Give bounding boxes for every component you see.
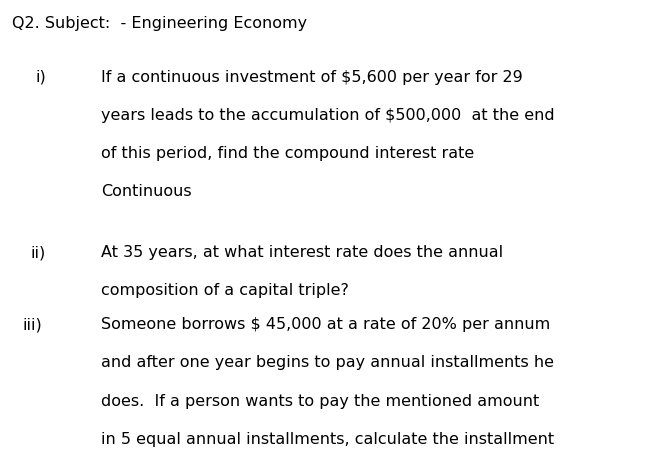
- Text: in 5 equal annual installments, calculate the installment: in 5 equal annual installments, calculat…: [101, 432, 554, 447]
- Text: iii): iii): [23, 317, 42, 332]
- Text: composition of a capital triple?: composition of a capital triple?: [101, 284, 349, 298]
- Text: does.  If a person wants to pay the mentioned amount: does. If a person wants to pay the menti…: [101, 394, 539, 409]
- Text: Q2. Subject:  - Engineering Economy: Q2. Subject: - Engineering Economy: [12, 16, 307, 31]
- Text: ii): ii): [31, 245, 46, 260]
- Text: and after one year begins to pay annual installments he: and after one year begins to pay annual …: [101, 356, 554, 370]
- Text: i): i): [36, 70, 47, 85]
- Text: of this period, find the compound interest rate: of this period, find the compound intere…: [101, 146, 474, 161]
- Text: At 35 years, at what interest rate does the annual: At 35 years, at what interest rate does …: [101, 245, 503, 260]
- Text: Someone borrows $ 45,000 at a rate of 20% per annum: Someone borrows $ 45,000 at a rate of 20…: [101, 317, 550, 332]
- Text: years leads to the accumulation of $500,000  at the end: years leads to the accumulation of $500,…: [101, 108, 555, 123]
- Text: If a continuous investment of $5,600 per year for 29: If a continuous investment of $5,600 per…: [101, 70, 523, 85]
- Text: Continuous: Continuous: [101, 184, 191, 199]
